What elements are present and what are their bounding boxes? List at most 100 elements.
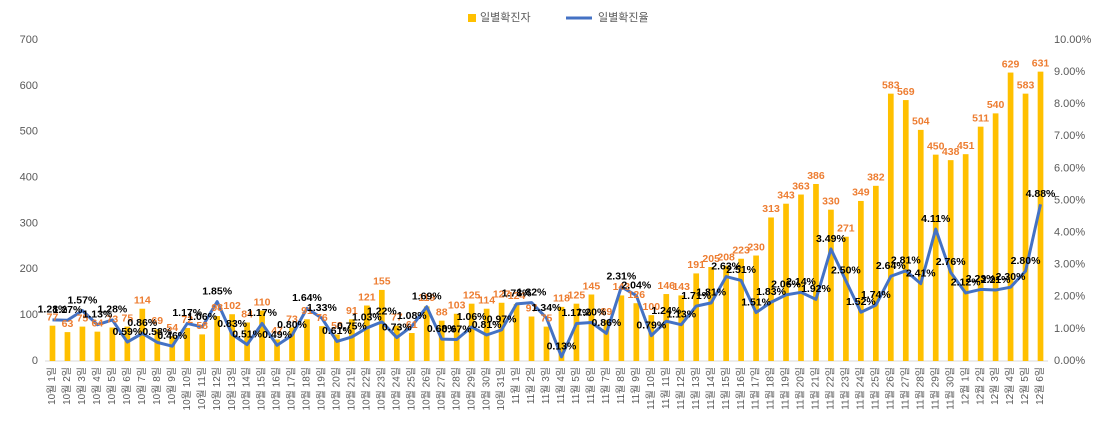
bar-label: 126 (628, 289, 646, 301)
x-tick-label: 10월 26일 (420, 367, 432, 410)
x-tick-label: 10월 1일 (46, 367, 58, 405)
line-label: 1.57% (68, 294, 98, 306)
bar (813, 183, 819, 361)
y2-tick-label: 5.00% (1054, 194, 1085, 206)
bar (304, 319, 310, 361)
line-label: 0.58% (142, 326, 172, 338)
bar-label: 73 (286, 313, 298, 325)
bar-label: 103 (448, 300, 466, 312)
bar (902, 100, 909, 361)
y2-tick-label: 6.00% (1054, 162, 1085, 174)
line-label: 1.24% (651, 305, 681, 317)
bar (349, 319, 355, 361)
line-label: 4.11% (921, 213, 951, 225)
bar (64, 332, 71, 361)
bar (708, 266, 715, 361)
bar (334, 334, 340, 361)
x-tick-label: 11월 1일 (510, 367, 522, 404)
line-label: 0.61% (322, 325, 352, 337)
line-label: 2.76% (936, 256, 966, 268)
bar-label: 349 (852, 187, 870, 199)
x-tick-label: 10월 10일 (181, 367, 193, 410)
bar (94, 331, 101, 361)
bar (49, 325, 56, 361)
x-tick-label: 11월 27일 (899, 367, 911, 410)
bar-label: 102 (223, 300, 241, 312)
bar (843, 236, 849, 361)
bar-label: 77 (391, 311, 403, 323)
x-tick-label: 11월 9일 (630, 367, 642, 404)
line-label: 2.21% (981, 274, 1011, 286)
bar-label: 583 (1017, 79, 1035, 91)
x-tick-label: 10월 15일 (256, 367, 268, 410)
x-tick-label: 11월 26일 (884, 367, 896, 410)
line-label: 0.73% (382, 321, 412, 333)
x-tick-label: 11월 10일 (645, 367, 657, 410)
bar (229, 314, 235, 361)
bar-label: 143 (672, 281, 690, 293)
line-label: 0.97% (487, 314, 517, 326)
bar (917, 129, 924, 361)
line-label: 1.20% (577, 306, 607, 318)
x-tick-label: 11월 24일 (855, 367, 867, 410)
x-tick-label: 11월 21일 (810, 367, 822, 410)
x-tick-label: 10월 31일 (495, 367, 507, 410)
bar (648, 315, 655, 361)
line-label: 2.51% (726, 264, 756, 276)
x-tick-label: 10월 29일 (465, 367, 477, 410)
bar-label: 450 (927, 140, 945, 152)
bar (977, 126, 984, 361)
bar (154, 329, 161, 361)
bar (109, 327, 116, 361)
line-label: 1.06% (187, 311, 217, 323)
x-tick-label: 12월 4일 (1004, 367, 1016, 405)
bar-label: 58 (331, 320, 343, 332)
bar (378, 289, 385, 361)
line-label: 0.83% (217, 318, 247, 330)
legend-label: 일별확진율 (598, 10, 649, 24)
bar-label: 155 (373, 276, 391, 288)
bar (573, 303, 580, 361)
line-label: 1.92% (801, 283, 831, 295)
line-label: 1.08% (397, 310, 427, 322)
line-label: 1.28% (38, 304, 68, 316)
bar-label: 72 (181, 314, 193, 326)
bar (798, 194, 804, 361)
bar (633, 303, 640, 361)
bar-label: 119 (418, 292, 435, 304)
bar-label: 98 (211, 302, 223, 314)
line-label: 1.03% (352, 312, 382, 324)
bar (678, 295, 685, 361)
line-label: 0.81% (472, 319, 502, 331)
line-label: 1.17% (172, 307, 202, 319)
x-tick-label: 11월 29일 (929, 367, 941, 410)
bar (828, 209, 834, 361)
y2-tick-label: 10.00% (1054, 34, 1092, 46)
x-tick-label: 10월 11일 (196, 367, 208, 410)
bar-label: 124 (508, 290, 526, 302)
x-tick-label: 11월 20일 (795, 367, 807, 410)
bar (274, 339, 280, 361)
bar (528, 316, 535, 361)
bar (558, 306, 565, 361)
y-tick-label: 400 (20, 171, 38, 183)
bar-label: 583 (882, 79, 900, 91)
bar-label: 88 (436, 306, 448, 318)
bar (603, 320, 610, 361)
x-tick-label: 11월 4일 (555, 367, 567, 404)
bar-label: 75 (121, 312, 133, 324)
x-tick-label: 10월 30일 (480, 367, 492, 410)
y2-tick-label: 0.00% (1054, 355, 1085, 367)
bar-label: 73 (107, 313, 119, 325)
bar (199, 334, 206, 361)
bar-label: 47 (271, 325, 283, 337)
x-tick-label: 11월 14일 (705, 367, 717, 410)
y-tick-label: 0 (32, 355, 38, 367)
x-tick-label: 10월 13일 (226, 367, 238, 410)
line-label: 2.80% (1011, 255, 1041, 267)
line-label: 4.88% (1026, 188, 1056, 200)
bar-label: 114 (134, 295, 151, 307)
x-tick-label: 10월 17일 (286, 367, 298, 410)
x-tick-label: 11월 6일 (585, 367, 597, 404)
